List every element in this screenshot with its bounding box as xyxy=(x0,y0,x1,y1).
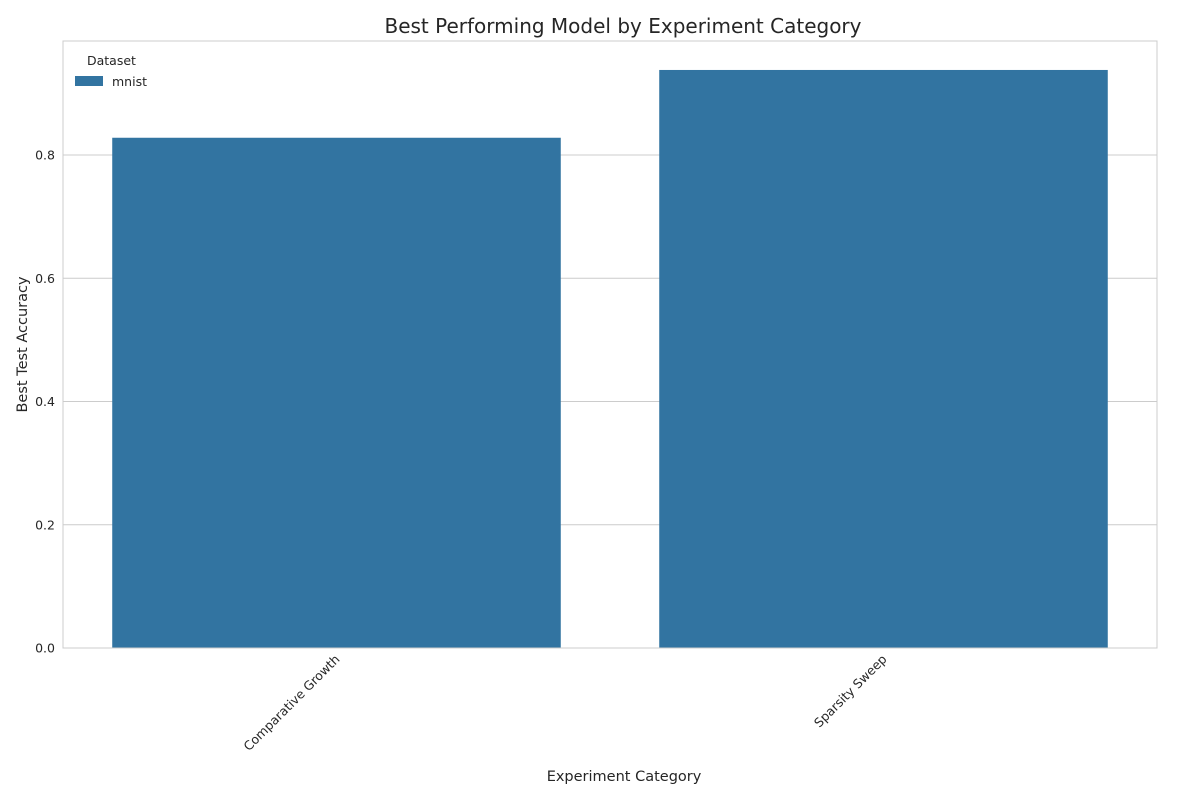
bars xyxy=(112,69,1108,649)
y-tick-label: 0.8 xyxy=(35,148,55,163)
legend-label-mnist: mnist xyxy=(112,74,147,89)
y-tick-label: 0.4 xyxy=(35,394,55,409)
legend-title: Dataset xyxy=(87,53,136,68)
y-tick-label: 0.0 xyxy=(35,641,55,656)
x-tick-labels: Comparative Growth Sparsity Sweep xyxy=(240,651,889,753)
x-axis-label: Experiment Category xyxy=(547,769,702,785)
chart-title: Best Performing Model by Experiment Cate… xyxy=(384,14,861,38)
plot-frame xyxy=(62,40,1158,649)
bar-sparsity-sweep xyxy=(659,69,1108,649)
bar-comparative-growth xyxy=(112,137,561,649)
y-tick-label: 0.6 xyxy=(35,271,55,286)
y-tick-labels: 0.0 0.2 0.4 0.6 0.8 xyxy=(35,148,55,656)
legend-swatch-mnist xyxy=(75,76,103,86)
x-tick-label: Sparsity Sweep xyxy=(811,651,890,730)
y-tick-label: 0.2 xyxy=(35,517,55,532)
x-tick-label: Comparative Growth xyxy=(240,652,342,754)
legend: Dataset mnist xyxy=(75,53,147,89)
y-axis-label: Best Test Accuracy xyxy=(15,276,31,412)
